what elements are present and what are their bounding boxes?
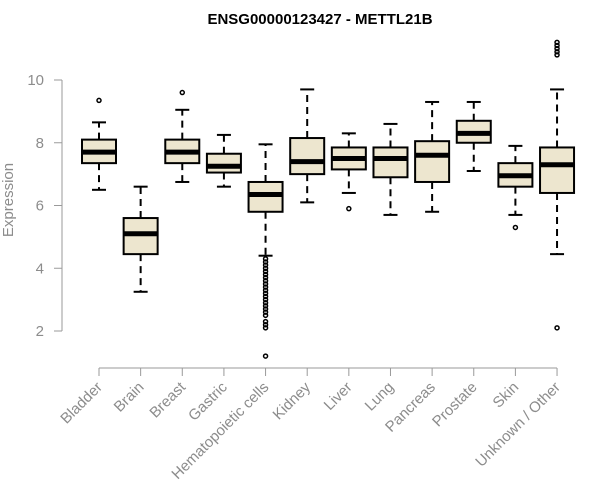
outlier-point — [262, 325, 269, 331]
y-ticks: 2 4 6 8 10 — [27, 72, 62, 340]
x-tick-label: Brain — [111, 379, 148, 416]
y-tick-label: 2 — [36, 323, 44, 340]
outlier-point — [262, 287, 269, 293]
outlier-point — [262, 293, 269, 300]
outlier-point — [262, 290, 269, 297]
box-group — [205, 133, 242, 188]
outlier-point — [554, 49, 560, 55]
outlier-point — [262, 321, 269, 328]
box-group — [247, 143, 284, 359]
outlier-point — [262, 300, 269, 306]
box-group — [289, 88, 326, 204]
outlier-point — [262, 256, 269, 262]
outlier-point — [262, 262, 269, 268]
x-tick-label: Prostate — [429, 379, 481, 431]
outlier-point — [554, 39, 560, 46]
box-group — [122, 185, 159, 293]
y-tick-label: 6 — [36, 198, 44, 215]
outlier-point — [179, 89, 186, 96]
outlier-point — [262, 296, 269, 303]
outlier-point — [262, 284, 269, 290]
outlier-point — [262, 259, 269, 265]
x-tick-label: Breast — [146, 378, 189, 421]
y-tick-label: 8 — [36, 135, 44, 152]
box-group — [539, 39, 576, 331]
box — [205, 152, 242, 174]
outlier-point — [262, 274, 269, 281]
outlier-point — [262, 271, 269, 278]
y-axis-label: Expression — [0, 163, 17, 237]
x-tick-label: Liver — [321, 379, 356, 414]
box-group — [164, 89, 201, 183]
x-tick-label: Skin — [490, 379, 523, 412]
outlier-point — [262, 265, 269, 271]
outlier-point — [512, 224, 519, 231]
y-tick-label: 10 — [27, 72, 44, 89]
outlier-point — [262, 268, 269, 275]
outlier-point — [96, 97, 102, 104]
outlier-point — [262, 278, 269, 284]
boxes — [81, 39, 576, 359]
outlier-point — [346, 205, 352, 212]
x-tick-label: Kidney — [270, 378, 315, 423]
outlier-point — [554, 325, 560, 331]
y-tick-label: 4 — [36, 260, 44, 277]
outlier-point — [262, 309, 269, 315]
box — [539, 146, 576, 194]
outlier-point — [262, 312, 269, 319]
box-group — [81, 97, 117, 191]
box-group — [330, 132, 367, 212]
outlier-point — [554, 45, 560, 52]
box — [289, 137, 326, 176]
box-group — [372, 122, 409, 216]
x-tick-label: Bladder — [57, 379, 106, 428]
outlier-point — [262, 303, 269, 309]
outlier-point — [262, 281, 269, 287]
box — [414, 140, 451, 183]
box — [372, 146, 409, 179]
x-tick-label: Lung — [362, 379, 398, 415]
box-group — [455, 100, 492, 172]
outlier-point — [262, 306, 269, 312]
chart-title: ENSG00000123427 - METTL21B — [207, 11, 432, 28]
outlier-point — [554, 52, 560, 58]
outlier-point — [554, 42, 560, 49]
outlier-point — [262, 353, 269, 359]
box-group — [414, 100, 451, 213]
box-group — [497, 144, 534, 231]
outlier-point — [262, 318, 269, 325]
